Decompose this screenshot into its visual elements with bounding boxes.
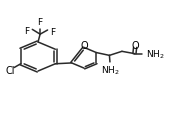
Text: Cl: Cl	[6, 65, 15, 75]
Text: F: F	[50, 27, 56, 36]
Text: F: F	[38, 18, 43, 27]
Text: NH$_2$: NH$_2$	[101, 64, 119, 77]
Text: NH$_2$: NH$_2$	[146, 48, 165, 60]
Text: O: O	[131, 40, 139, 50]
Text: F: F	[24, 27, 29, 36]
Text: O: O	[80, 41, 88, 51]
